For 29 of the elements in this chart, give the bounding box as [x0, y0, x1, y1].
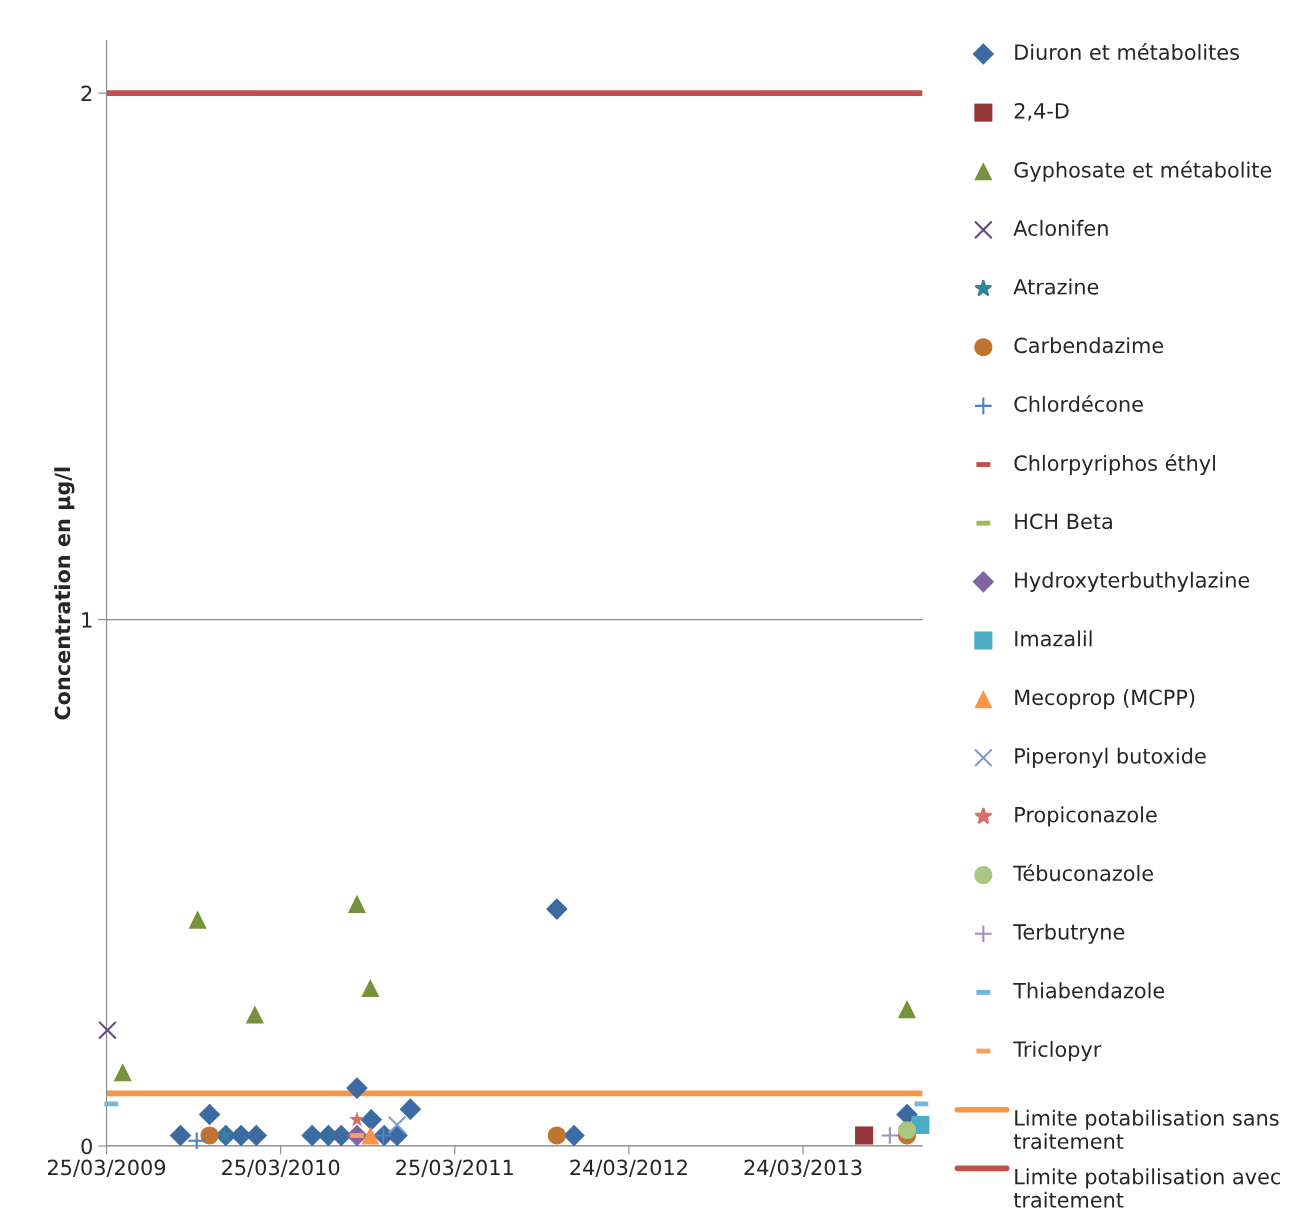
legend-label: Atrazine [1013, 278, 1099, 295]
x-tick-label: 25/03/2009 [48, 1159, 166, 1177]
legend-label: Propiconazole [1015, 806, 1157, 827]
legend-label: Limite potabilisation sans traitement [1013, 1109, 1279, 1150]
legend-label: Aclonifen [1013, 219, 1108, 236]
legend-label: Chlordécone [1014, 394, 1143, 412]
legend-label: Carbendazime [1014, 337, 1164, 354]
y-axis-title: Concentration en µg/l [54, 467, 75, 720]
legend-label: Limite potabilisation avec traitement [1013, 1168, 1281, 1208]
legend-label: Triclopyr [1013, 1040, 1102, 1062]
legend-label: Mecoprop (MCPP) [1015, 689, 1195, 710]
x-tick-label: 24/03/2012 [570, 1159, 687, 1177]
legend-label: Diuron et métabolites [1015, 43, 1239, 61]
legend-label: 2,4-D [1014, 102, 1069, 121]
legend-label: Piperonyl butoxide [1015, 747, 1206, 768]
legend-label: Hydroxyterbuthylazine [1015, 571, 1250, 592]
y-tick-label: 0 [81, 1138, 92, 1155]
x-tick-label: 25/03/2010 [222, 1159, 340, 1177]
legend-label: Chlorpyriphos éthyl [1014, 454, 1215, 476]
legend-label: Gyphosate et métabolite [1014, 160, 1272, 182]
legend-label: Imazalil [1015, 630, 1092, 647]
legend-label: HCH Beta [1015, 513, 1112, 530]
y-tick-label: 1 [82, 612, 92, 628]
y-tick-label: 2 [81, 85, 92, 102]
x-tick-label: 24/03/2013 [744, 1159, 862, 1177]
legend-label: Terbutryne [1013, 923, 1125, 944]
x-tick-label: 25/03/2011 [396, 1159, 513, 1177]
legend-label: Tébuconazole [1013, 864, 1153, 882]
legend-label: Thiabendazole [1013, 982, 1165, 999]
